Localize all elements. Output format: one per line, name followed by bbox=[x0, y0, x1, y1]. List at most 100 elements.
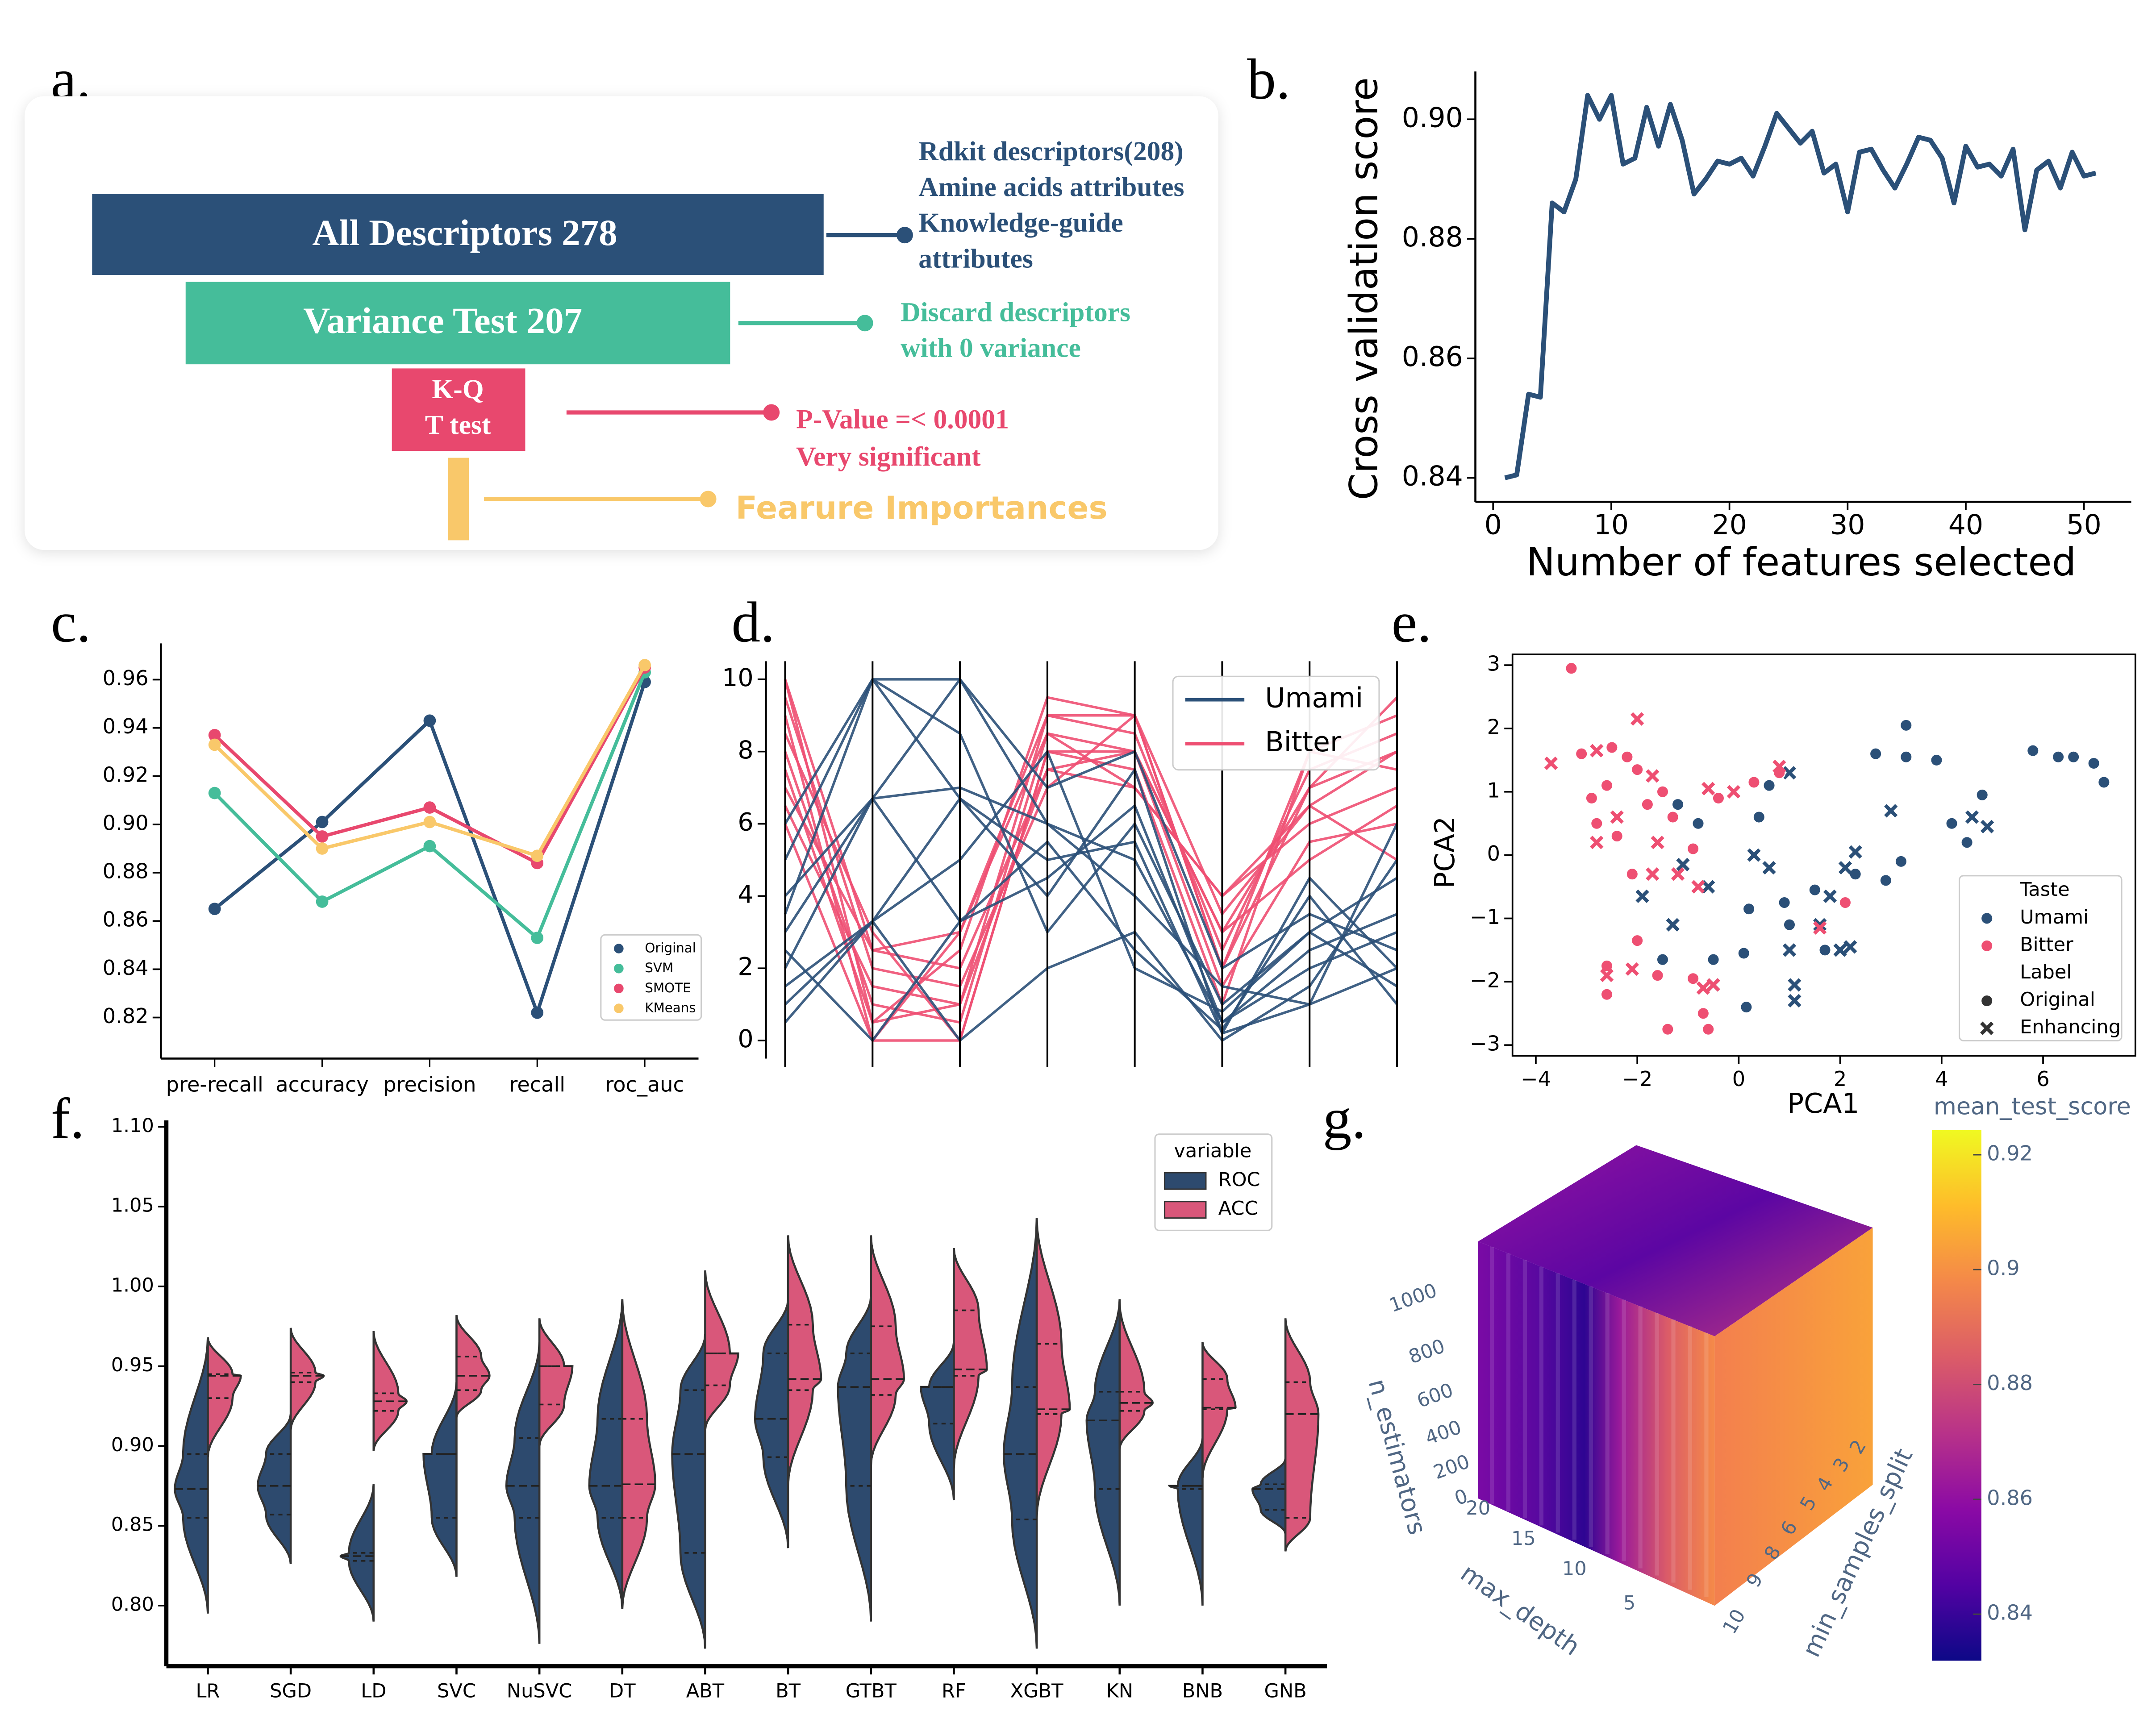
x-tick-label: accuracy bbox=[275, 1073, 368, 1097]
data-point bbox=[1782, 943, 1797, 957]
colorbar-title: mean_test_score bbox=[1934, 1093, 2131, 1120]
data-point bbox=[1747, 776, 1760, 789]
violin-half bbox=[870, 1235, 905, 1465]
y-tick-label: 0.96 bbox=[103, 666, 149, 690]
x-tick-label: −2 bbox=[1622, 1067, 1652, 1091]
stage-note: Knowledge-guide bbox=[918, 208, 1123, 238]
x-tick-label: ABT bbox=[686, 1680, 725, 1702]
data-point bbox=[1696, 981, 1710, 995]
data-point bbox=[1646, 867, 1660, 881]
legend-label: Original bbox=[2020, 989, 2095, 1011]
data-point bbox=[1930, 753, 1943, 767]
data-line bbox=[784, 859, 1398, 1043]
x-tick-label: NuSVC bbox=[507, 1680, 572, 1702]
data-point bbox=[1676, 857, 1690, 872]
data-point bbox=[1544, 756, 1558, 770]
legend-marker bbox=[1163, 1172, 1207, 1190]
data-point bbox=[423, 714, 436, 727]
legend-marker bbox=[614, 1003, 624, 1013]
data-point bbox=[208, 728, 221, 741]
stage-note: P-Value =< 0.0001 bbox=[796, 404, 1009, 435]
data-point bbox=[531, 1006, 544, 1019]
stage-bar bbox=[448, 458, 469, 541]
data-point bbox=[1833, 943, 1847, 957]
violin-half bbox=[837, 1296, 872, 1622]
data-point bbox=[531, 849, 544, 862]
x-tick-label: 6 bbox=[2036, 1067, 2049, 1091]
panel-label: b. bbox=[1247, 47, 1290, 111]
cube-face bbox=[1478, 1145, 1873, 1336]
data-point bbox=[1726, 785, 1741, 799]
data-point bbox=[1701, 1023, 1715, 1036]
data-point bbox=[1813, 921, 1827, 935]
data-point bbox=[1641, 798, 1654, 811]
stage-note: Very significant bbox=[796, 441, 981, 472]
data-point bbox=[2067, 750, 2080, 764]
data-point bbox=[1747, 848, 1761, 862]
data-point bbox=[1666, 811, 1680, 824]
data-point bbox=[1671, 798, 1685, 811]
axis-tick-label: 5 bbox=[1623, 1592, 1635, 1615]
data-point bbox=[1778, 896, 1791, 909]
data-point bbox=[208, 738, 221, 751]
y-tick-label: 0.86 bbox=[1402, 341, 1463, 373]
axis-tick-label: 400 bbox=[1422, 1416, 1464, 1449]
y-tick-label: −1 bbox=[1470, 905, 1500, 929]
y-tick-label: 0.88 bbox=[1402, 221, 1463, 253]
data-point bbox=[1737, 947, 1751, 960]
data-point bbox=[1742, 902, 1756, 916]
data-point bbox=[1600, 969, 1614, 982]
data-point bbox=[1686, 842, 1700, 855]
data-line bbox=[784, 677, 1398, 1036]
y-tick-label: 0 bbox=[1487, 841, 1500, 866]
stage-bar bbox=[185, 282, 730, 365]
violin-half bbox=[256, 1414, 292, 1565]
connector-dot bbox=[700, 491, 717, 508]
y-tick-label: 0 bbox=[738, 1025, 753, 1053]
data-point bbox=[1839, 896, 1852, 909]
y-tick-label: 1.00 bbox=[111, 1274, 154, 1296]
legend-title: Label bbox=[2020, 961, 2072, 983]
axis-tick-label: 600 bbox=[1414, 1379, 1456, 1412]
cube-face bbox=[1714, 1228, 1873, 1606]
data-point bbox=[1739, 1000, 1753, 1014]
data-point bbox=[2087, 757, 2101, 770]
scatter3d-chart: 020040060080010005101520234568910n_estim… bbox=[1362, 1093, 2131, 1661]
legend-marker bbox=[1980, 1021, 1994, 1035]
panel-labels: a. b. c. d. e. f. g. bbox=[51, 47, 1431, 1150]
connector-dot bbox=[763, 404, 780, 421]
y-tick-label: 10 bbox=[722, 664, 754, 692]
legend-label: Enhancing bbox=[2020, 1016, 2121, 1038]
violin-half bbox=[754, 1299, 789, 1548]
legend-box bbox=[600, 934, 702, 1021]
data-point bbox=[1818, 943, 1831, 957]
data-point bbox=[531, 932, 544, 944]
legend-marker bbox=[1980, 939, 1993, 953]
data-point bbox=[1894, 855, 1908, 868]
stage-note: Amine acids attributes bbox=[918, 172, 1184, 202]
data-point bbox=[316, 830, 329, 843]
data-point bbox=[423, 801, 436, 814]
data-point bbox=[1823, 889, 1837, 903]
legend-label: Umami bbox=[2020, 906, 2089, 928]
data-point bbox=[1701, 782, 1715, 795]
y-tick-label: 6 bbox=[738, 808, 753, 837]
y-tick-label: 0.88 bbox=[103, 859, 149, 883]
data-point bbox=[1635, 889, 1649, 903]
violin-half bbox=[455, 1315, 491, 1418]
data-point bbox=[1610, 829, 1624, 843]
data-point bbox=[1565, 662, 1578, 675]
data-point bbox=[1590, 744, 1604, 758]
data-point bbox=[1712, 791, 1725, 805]
y-tick-label: 3 bbox=[1487, 652, 1500, 676]
x-tick-label: 20 bbox=[1712, 509, 1747, 541]
violin-half bbox=[538, 1318, 574, 1446]
data-point bbox=[1976, 788, 1989, 802]
data-point bbox=[1656, 785, 1669, 799]
legend-label: Bitter bbox=[2020, 933, 2073, 956]
data-line bbox=[784, 697, 1398, 988]
stage-bar bbox=[392, 368, 525, 451]
violin-half bbox=[1118, 1302, 1154, 1449]
